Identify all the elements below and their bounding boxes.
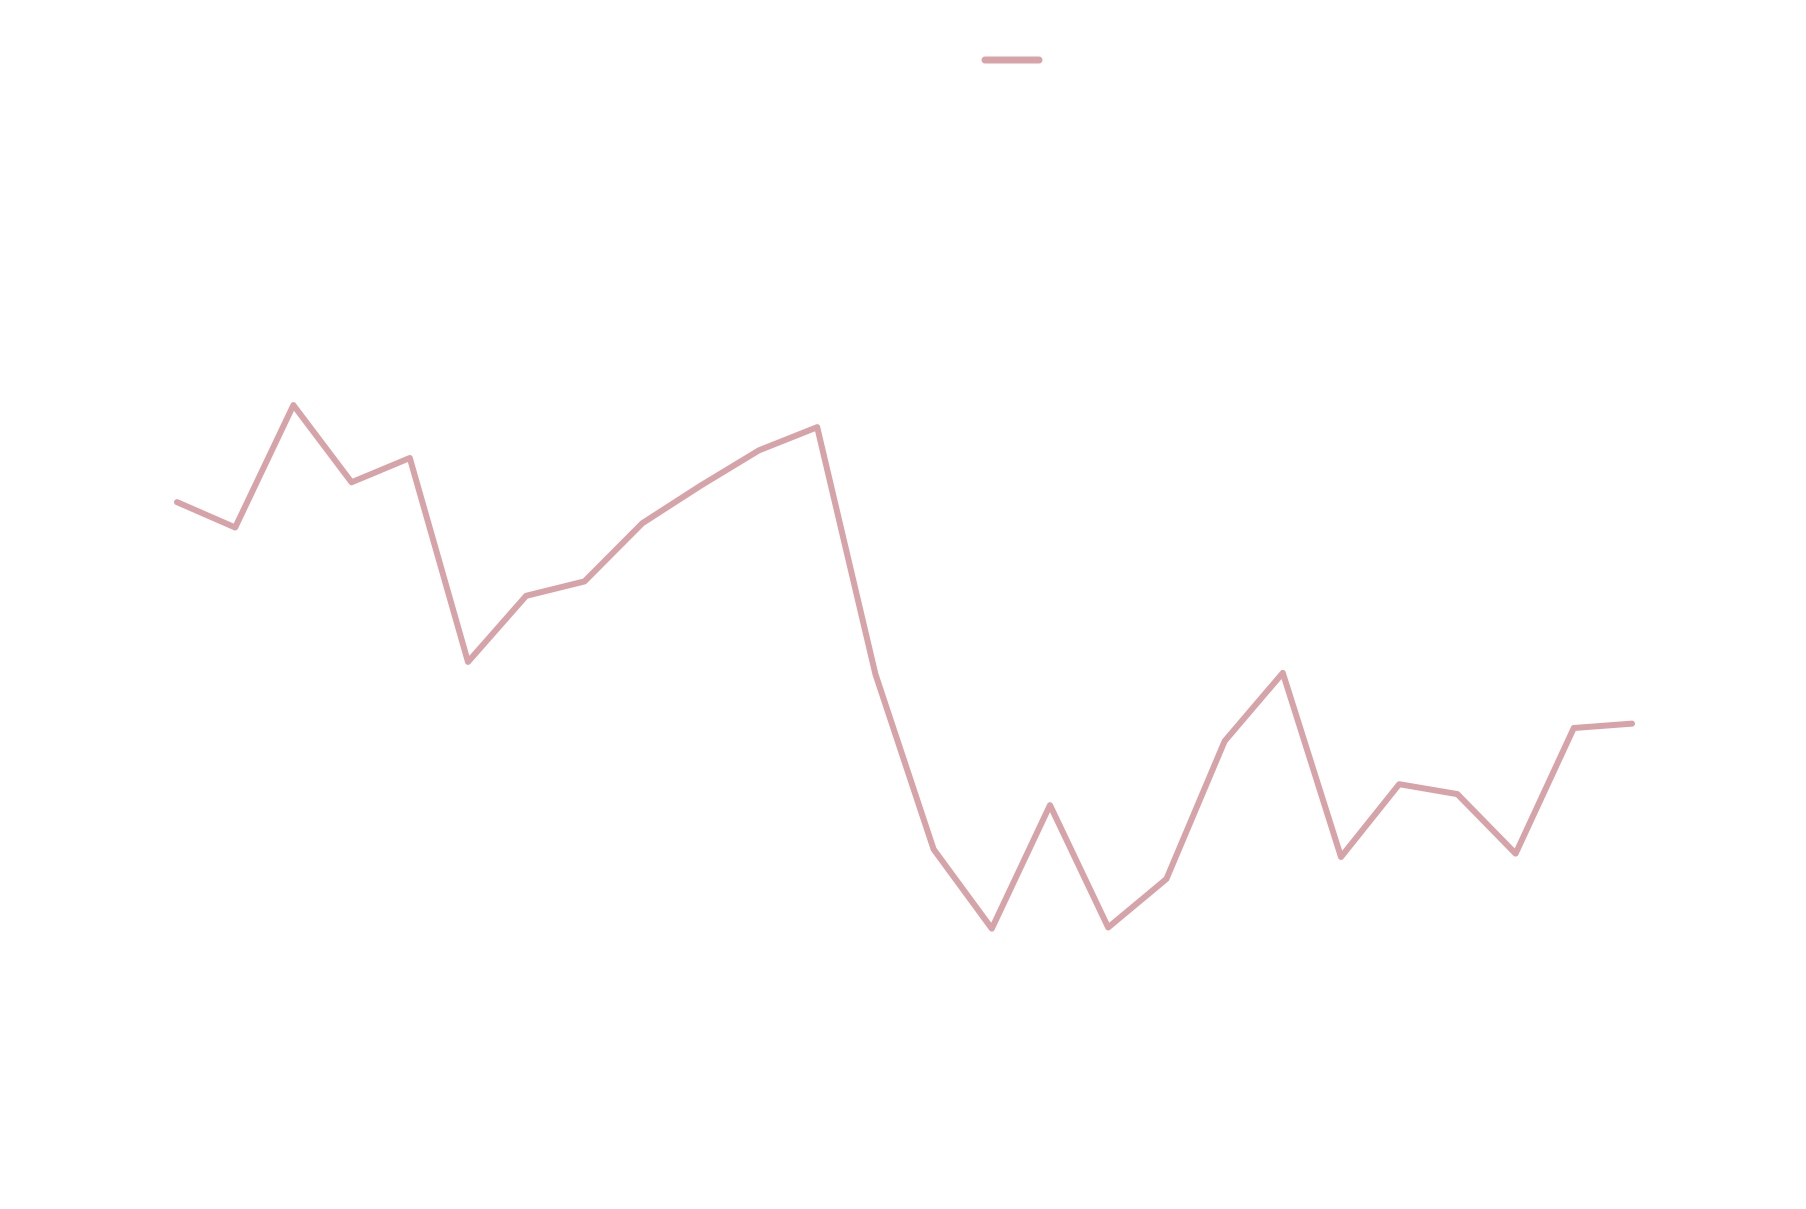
series-line [174,402,1635,932]
plot-area [174,402,1635,932]
